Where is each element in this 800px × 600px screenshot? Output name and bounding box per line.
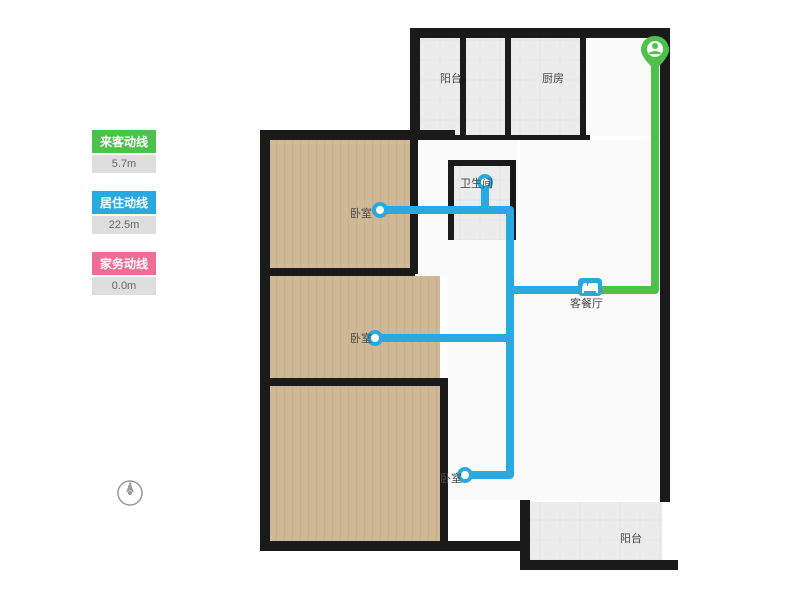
room-label-bedroom3: 卧室 xyxy=(440,470,462,486)
legend-label: 家务动线 xyxy=(92,252,156,275)
room-label-kitchen: 厨房 xyxy=(542,70,564,86)
legend-panel: 来客动线 5.7m 居住动线 22.5m 家务动线 0.0m xyxy=(92,130,156,313)
bed-marker-icon xyxy=(578,278,602,296)
floorplan: 阳台 厨房 卫生间 卧室 卧室 卧室 客餐厅 阳台 xyxy=(260,20,690,580)
legend-value: 0.0m xyxy=(92,277,156,295)
room-label-bedroom1: 卧室 xyxy=(350,205,372,221)
legend-value: 5.7m xyxy=(92,155,156,173)
legend-item-guest: 来客动线 5.7m xyxy=(92,130,156,173)
room-label-bathroom: 卫生间 xyxy=(460,175,493,191)
room-label-balcony-top: 阳台 xyxy=(440,70,462,86)
person-marker-icon xyxy=(641,36,669,64)
legend-item-living: 居住动线 22.5m xyxy=(92,191,156,234)
legend-value: 22.5m xyxy=(92,216,156,234)
legend-label: 来客动线 xyxy=(92,130,156,153)
room-label-living: 客餐厅 xyxy=(570,295,603,311)
compass-icon xyxy=(115,478,145,508)
room-label-balcony-bottom: 阳台 xyxy=(620,530,642,546)
legend-item-chore: 家务动线 0.0m xyxy=(92,252,156,295)
room-label-bedroom2: 卧室 xyxy=(350,330,372,346)
legend-label: 居住动线 xyxy=(92,191,156,214)
